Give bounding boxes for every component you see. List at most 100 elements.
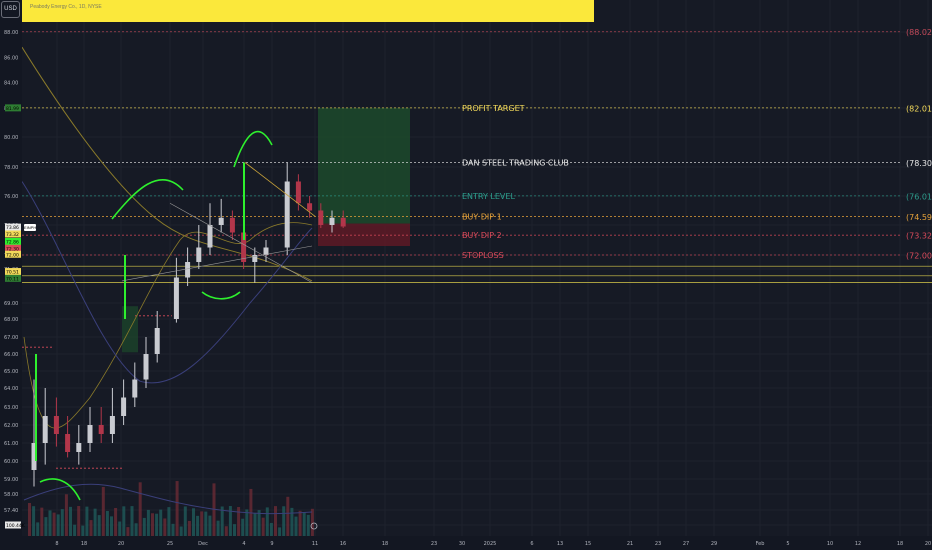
price-badge xyxy=(5,250,21,258)
candle-body xyxy=(263,247,269,255)
price-badge-label: 72.86 xyxy=(6,240,19,246)
candle xyxy=(329,210,335,233)
symbol-banner-text: Peabody Energy Co., 1D, NYSE xyxy=(30,4,102,10)
volume-bar xyxy=(228,506,232,536)
candle xyxy=(87,407,93,452)
level-value: (78.30) xyxy=(906,159,932,168)
volume-bar xyxy=(233,524,236,536)
level-value: (76.01) xyxy=(906,192,932,201)
volume-bar xyxy=(110,516,113,536)
price-badge xyxy=(5,223,21,231)
price-tick: 59.00 xyxy=(4,477,18,483)
time-tick: 23 xyxy=(431,541,437,547)
volume-bar xyxy=(85,506,89,536)
volume-bar xyxy=(81,525,85,536)
time-tick: 2025 xyxy=(484,541,497,547)
time-tick: 18 xyxy=(382,541,388,547)
level-value: (73.32) xyxy=(906,232,932,241)
price-tick: 63.00 xyxy=(4,405,18,411)
candle-body xyxy=(207,225,213,248)
volume-bar xyxy=(114,507,118,536)
price-tick: 69.00 xyxy=(4,301,18,307)
symbol-banner[interactable]: Peabody Energy Co., 1D, NYSE xyxy=(22,0,594,22)
trendline xyxy=(121,245,313,282)
time-tick: 20 xyxy=(925,541,931,547)
level-label: PROFIT TARGET xyxy=(462,104,525,113)
time-tick: 8 xyxy=(55,541,58,547)
volume-bar xyxy=(73,524,77,536)
volume-bar xyxy=(187,520,191,536)
level-label: ENTRY LEVEL xyxy=(462,192,515,201)
price-badge-label: 73.86 xyxy=(6,225,19,231)
candle-body xyxy=(252,255,258,262)
candle-body xyxy=(340,217,346,227)
volume-bar xyxy=(93,508,97,536)
candle-body xyxy=(132,379,138,398)
volume-bar xyxy=(204,511,208,536)
candle-body xyxy=(76,443,82,452)
candle xyxy=(98,407,104,443)
volume-bar xyxy=(146,509,150,536)
volume-bar xyxy=(171,523,175,536)
time-tick: 5 xyxy=(786,541,789,547)
volume-bar xyxy=(159,509,163,536)
volume-bar xyxy=(89,520,93,536)
time-tick: 20 xyxy=(118,541,124,547)
risk-reward-zones xyxy=(122,107,410,353)
volume-bar xyxy=(245,509,249,536)
level-lines: (88.02) PROFIT TARGET (82.01) DAN STEEL TRA… xyxy=(22,28,932,469)
price-tick: 88.00 xyxy=(4,30,18,36)
price-tick: 86.00 xyxy=(4,55,18,61)
volume-bar xyxy=(253,513,257,536)
time-tick: Feb xyxy=(756,541,765,547)
drawings xyxy=(39,130,316,501)
volume-bar xyxy=(77,506,81,536)
time-tick: 10 xyxy=(827,541,833,547)
candle-body xyxy=(284,181,290,248)
level-label: STOPLOSS xyxy=(462,251,504,260)
level-value: (72.00) xyxy=(906,252,932,261)
trendline xyxy=(244,162,316,217)
price-badge xyxy=(5,521,21,529)
volume-bar xyxy=(32,506,36,536)
volume-bar xyxy=(208,515,212,536)
time-tick: 25 xyxy=(167,541,173,547)
level-label: BUY DIP 2 xyxy=(462,231,502,240)
candle xyxy=(53,397,59,447)
time-tick: 30 xyxy=(459,541,465,547)
candle-body xyxy=(295,181,301,204)
candle xyxy=(132,362,138,407)
time-tick: 4 xyxy=(242,541,245,547)
candle xyxy=(207,203,213,255)
volume-bar xyxy=(52,512,56,536)
volume-bar xyxy=(56,514,60,536)
arc-drawing xyxy=(201,291,241,300)
candle xyxy=(229,210,235,240)
volume-bar xyxy=(163,518,167,536)
candle-body xyxy=(173,277,179,319)
volume-bar xyxy=(105,510,109,536)
volume-bar xyxy=(48,510,52,536)
currency-button[interactable]: USD xyxy=(1,1,20,18)
candle xyxy=(252,247,258,283)
price-badge-label: 73.32 xyxy=(6,232,19,238)
price-badge-label: 72.00 xyxy=(6,252,19,258)
volume-bar xyxy=(175,481,179,536)
time-tick: 18 xyxy=(81,541,87,547)
candle-body xyxy=(42,416,48,443)
candle-body xyxy=(31,443,37,470)
price-tick: 62.00 xyxy=(4,423,18,429)
time-tick: Dec xyxy=(198,541,208,547)
arc-drawing xyxy=(39,478,81,501)
candle-body xyxy=(196,247,202,262)
ticker-tag: EINPH xyxy=(24,224,37,231)
time-tick: 18 xyxy=(897,541,903,547)
candle-body xyxy=(241,232,247,262)
candle-body xyxy=(98,425,104,434)
candle xyxy=(340,210,346,228)
time-tick: 16 xyxy=(340,541,346,547)
price-badge-label: 100.44K xyxy=(6,523,26,529)
